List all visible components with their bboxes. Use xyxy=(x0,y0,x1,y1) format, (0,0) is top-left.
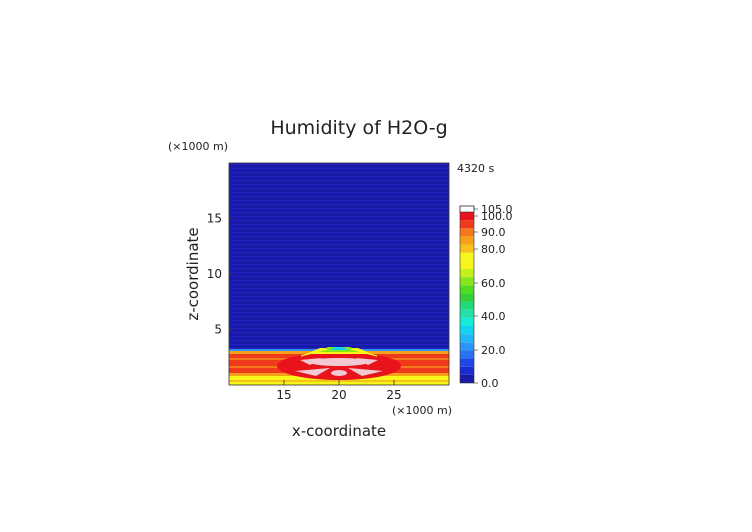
colorbar-swatch xyxy=(460,212,474,221)
x-tick-label: 15 xyxy=(276,388,291,402)
colorbar-swatch xyxy=(460,285,474,294)
supersaturated-streak xyxy=(295,368,330,376)
x-tick-label: 20 xyxy=(331,388,346,402)
x-unit-label: (×1000 m) xyxy=(392,404,452,417)
plume-edge xyxy=(350,348,378,357)
colorbar-swatch xyxy=(460,334,474,343)
colorbar-swatch xyxy=(460,342,474,351)
colorbar-label: 105.0 xyxy=(481,203,513,216)
colorbar-swatch xyxy=(460,317,474,326)
x-tick-label: 25 xyxy=(386,388,401,402)
heatmap-field xyxy=(229,163,449,385)
colorbar-swatch xyxy=(460,309,474,318)
y-axis-ticks: 5 10 15 xyxy=(207,212,234,337)
colorbar-swatch xyxy=(460,220,474,229)
x-axis-title: x-coordinate xyxy=(292,422,386,440)
supersaturated-streak xyxy=(348,368,383,376)
colorbar-swatch xyxy=(460,269,474,278)
time-label: 4320 s xyxy=(457,162,494,175)
colorbar-swatch xyxy=(460,236,474,245)
colorbar-swatch xyxy=(460,301,474,310)
colorbar-label: 20.0 xyxy=(481,344,506,357)
colorbar-label: 0.0 xyxy=(481,377,499,390)
colorbar-over-swatch xyxy=(459,205,475,213)
y-tick-label: 15 xyxy=(207,212,222,226)
colorbar-label: 90.0 xyxy=(481,226,506,239)
colorbar-swatch xyxy=(460,244,474,253)
colorbar-label: 60.0 xyxy=(481,277,506,290)
colorbar-swatch xyxy=(460,293,474,302)
colorbar-label: 80.0 xyxy=(481,243,506,256)
plume-tip xyxy=(330,347,348,350)
supersaturated-streak xyxy=(356,358,378,365)
y-tick-label: 5 xyxy=(214,323,222,337)
supersaturated-streak xyxy=(300,358,322,365)
colorbar-swatch xyxy=(460,374,474,383)
y-tick-label: 10 xyxy=(207,267,222,281)
colorbar-swatch xyxy=(460,366,474,375)
colorbar-swatch xyxy=(460,326,474,335)
chart-title: Humidity of H2O-g xyxy=(270,117,447,139)
colorbar-swatch xyxy=(460,277,474,286)
colorbar-swatch xyxy=(460,228,474,237)
plume-edge xyxy=(300,348,328,357)
x-axis-ticks: 15 20 25 xyxy=(276,380,402,402)
colorbar-swatch xyxy=(460,358,474,367)
colorbar-swatch xyxy=(460,252,474,269)
colorbar-frame xyxy=(459,205,475,384)
y-axis-title: z-coordinate xyxy=(184,227,202,320)
supersaturated-core xyxy=(309,358,369,366)
colorbar-swatch xyxy=(460,350,474,359)
supersaturated-core xyxy=(331,370,347,376)
colorbar-label: 40.0 xyxy=(481,310,506,323)
y-unit-label: (×1000 m) xyxy=(168,140,228,153)
colorbar-label: 100.0 xyxy=(481,210,513,223)
